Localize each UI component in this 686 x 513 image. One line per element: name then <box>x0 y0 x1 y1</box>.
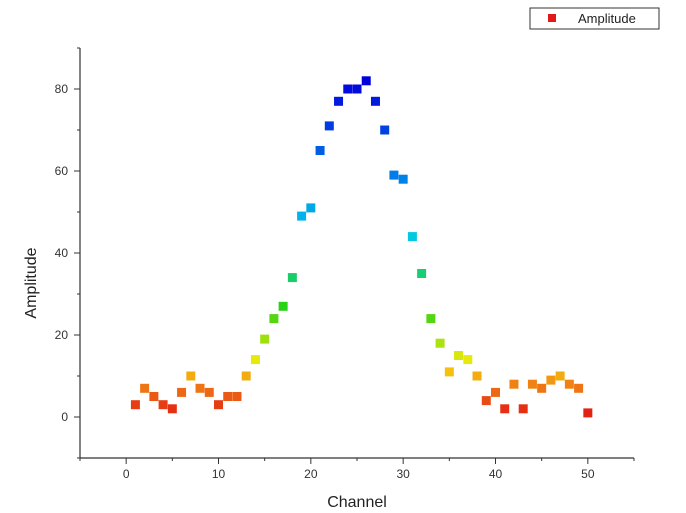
data-point <box>472 371 482 381</box>
plot-area: 0 10 20 30 40 50 0 20 40 60 80 <box>55 47 635 481</box>
data-point <box>546 375 556 385</box>
data-point <box>481 396 491 406</box>
data-point <box>195 383 205 393</box>
data-point <box>269 314 279 324</box>
data-point <box>491 387 500 397</box>
data-point <box>306 203 316 213</box>
x-tick-label: 20 <box>304 467 318 481</box>
x-tick-label: 0 <box>123 467 130 481</box>
data-point <box>537 383 547 393</box>
data-point <box>315 146 325 155</box>
y-tick-label: 20 <box>55 328 69 342</box>
legend-box <box>529 7 660 30</box>
data-point <box>361 76 371 86</box>
data-point <box>370 96 380 106</box>
legend: Amplitude <box>529 7 660 30</box>
y-axis-title: Amplitude <box>23 247 40 318</box>
data-point <box>435 338 445 348</box>
y-tick-label: 40 <box>55 246 69 260</box>
data-point <box>407 232 417 242</box>
data-point <box>343 84 353 94</box>
data-point <box>177 387 187 397</box>
data-point <box>130 400 140 410</box>
legend-marker <box>548 14 556 22</box>
data-point <box>518 404 528 414</box>
data-point <box>140 383 150 393</box>
data-point <box>527 379 537 389</box>
data-point <box>241 371 251 381</box>
y-tick-label: 60 <box>55 164 69 178</box>
data-point <box>509 379 519 389</box>
data-point <box>352 84 362 94</box>
x-tick-label: 40 <box>489 467 503 481</box>
data-point <box>463 355 473 365</box>
data-point <box>426 314 436 324</box>
data-point <box>250 355 260 365</box>
data-point <box>278 301 288 311</box>
x-tick-label: 10 <box>212 467 226 481</box>
data-point <box>444 367 454 377</box>
data-point <box>583 408 593 418</box>
data-point <box>260 334 270 344</box>
data-point <box>297 211 307 221</box>
data-point <box>417 269 427 278</box>
data-point <box>158 400 168 410</box>
data-point <box>555 371 565 381</box>
data-point <box>167 404 177 414</box>
data-point <box>574 383 584 393</box>
data-point <box>232 392 242 401</box>
y-tick-label: 0 <box>61 410 68 424</box>
data-point <box>380 125 390 135</box>
y-tick-label: 80 <box>55 82 69 96</box>
data-point <box>500 404 510 414</box>
data-point <box>564 379 574 389</box>
x-axis-title: Channel <box>327 494 387 511</box>
data-points <box>130 76 593 418</box>
x-tick-label: 50 <box>581 467 595 481</box>
data-point <box>287 273 297 283</box>
data-point <box>389 170 399 180</box>
data-point <box>186 371 196 381</box>
data-point <box>334 96 344 106</box>
x-tick-label: 30 <box>396 467 410 481</box>
data-point <box>223 392 233 401</box>
data-point <box>398 174 408 184</box>
data-point <box>454 351 464 360</box>
data-point <box>214 400 223 410</box>
data-point <box>324 121 334 131</box>
data-point <box>204 387 214 397</box>
legend-label: Amplitude <box>578 11 636 26</box>
data-point <box>149 392 159 401</box>
